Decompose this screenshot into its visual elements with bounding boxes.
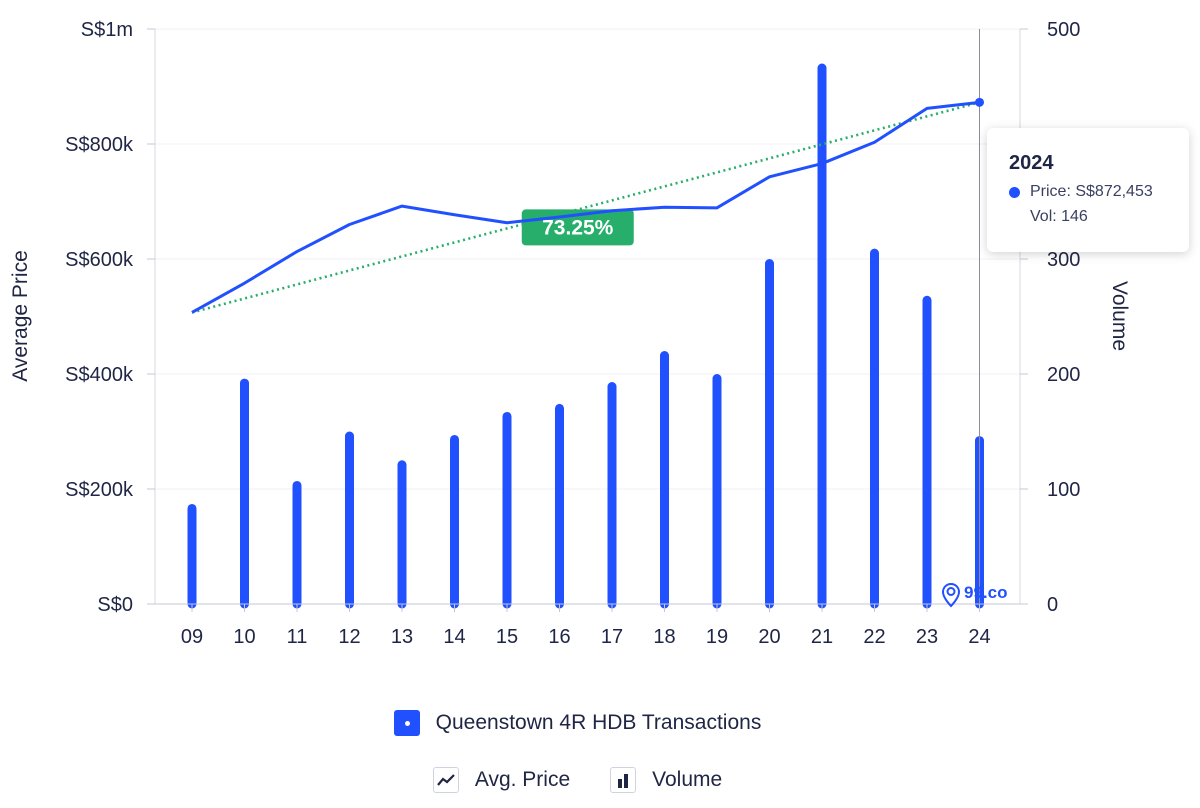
price-line bbox=[191, 100, 980, 314]
dataset-swatch[interactable] bbox=[393, 710, 420, 736]
x-tick-label: 23 bbox=[916, 626, 938, 648]
x-tick-label: 16 bbox=[548, 626, 570, 648]
y-right-tick-label: 0 bbox=[1047, 594, 1058, 616]
y-left-tick-label: S$1m bbox=[81, 19, 133, 41]
x-tick-label: 12 bbox=[338, 626, 360, 648]
tooltip-price: Price: S$872,453 bbox=[1030, 183, 1153, 200]
y-right-tick-label: 300 bbox=[1047, 249, 1080, 271]
x-tick-label: 09 bbox=[181, 626, 203, 648]
legend-line-label: Avg. Price bbox=[474, 768, 571, 791]
trend-dotted-line bbox=[191, 101, 980, 314]
watermark-text: 99.co bbox=[964, 583, 1007, 602]
x-tick-label: 15 bbox=[496, 626, 518, 648]
tooltip: 2024 Price: S$872,453 Vol: 146 bbox=[987, 128, 1189, 252]
legend-bar-item[interactable]: Volume bbox=[610, 767, 722, 793]
y-left-tick-label: S$200k bbox=[65, 479, 134, 501]
y-right-tick-label: 100 bbox=[1047, 479, 1080, 501]
y-left-tick-label: S$0 bbox=[97, 594, 133, 616]
legend-dataset[interactable]: Queenstown 4R HDB Transactions bbox=[0, 707, 1155, 739]
line-chart-icon bbox=[432, 767, 459, 793]
tooltip-series-dot bbox=[1009, 187, 1020, 198]
location-pin-icon bbox=[941, 582, 961, 608]
x-tick-label: 10 bbox=[233, 626, 255, 648]
x-tick-label: 17 bbox=[601, 626, 623, 648]
x-tick-label: 22 bbox=[863, 626, 885, 648]
y-left-axis-title: Average Price bbox=[9, 250, 32, 382]
watermark-logo: 99.co bbox=[941, 582, 1007, 608]
y-right-axis-title: Volume bbox=[1108, 281, 1131, 351]
x-tick-label: 24 bbox=[968, 626, 990, 648]
y-left-tick-label: S$600k bbox=[65, 249, 134, 271]
dataset-label: Queenstown 4R HDB Transactions bbox=[435, 711, 762, 734]
x-tick-label: 13 bbox=[391, 626, 413, 648]
x-tick-label: 18 bbox=[653, 626, 675, 648]
bar-chart-icon bbox=[610, 767, 637, 793]
tooltip-volume: Vol: 146 bbox=[1030, 208, 1088, 225]
trend-line: 73.25% bbox=[191, 101, 980, 314]
price-line-group bbox=[191, 97, 984, 314]
x-tick-label: 20 bbox=[758, 626, 780, 648]
tooltip-year: 2024 bbox=[1009, 152, 1054, 174]
y-left-tick-label: S$400k bbox=[65, 364, 134, 386]
price-point-active bbox=[975, 97, 984, 107]
x-tick-label: 14 bbox=[443, 626, 465, 648]
x-tick-label: 21 bbox=[811, 626, 833, 648]
legend-bar-label: Volume bbox=[652, 768, 723, 791]
legend-series-types: Avg. Price Volume bbox=[0, 764, 1155, 796]
gridlines bbox=[155, 28, 1020, 605]
legend-line-item[interactable]: Avg. Price bbox=[432, 767, 571, 793]
x-tick-label: 19 bbox=[706, 626, 728, 648]
axes bbox=[147, 28, 1028, 612]
y-right-tick-label: 500 bbox=[1047, 19, 1080, 41]
tick-labels: S$0 S$200k S$400k S$600k S$800k S$1m 0 100 200 30… bbox=[9, 19, 1131, 648]
y-left-tick-label: S$800k bbox=[65, 134, 134, 156]
trend-percent-label: 73.25% bbox=[542, 216, 614, 239]
x-tick-label: 11 bbox=[287, 626, 308, 648]
y-right-tick-label: 200 bbox=[1047, 364, 1080, 386]
